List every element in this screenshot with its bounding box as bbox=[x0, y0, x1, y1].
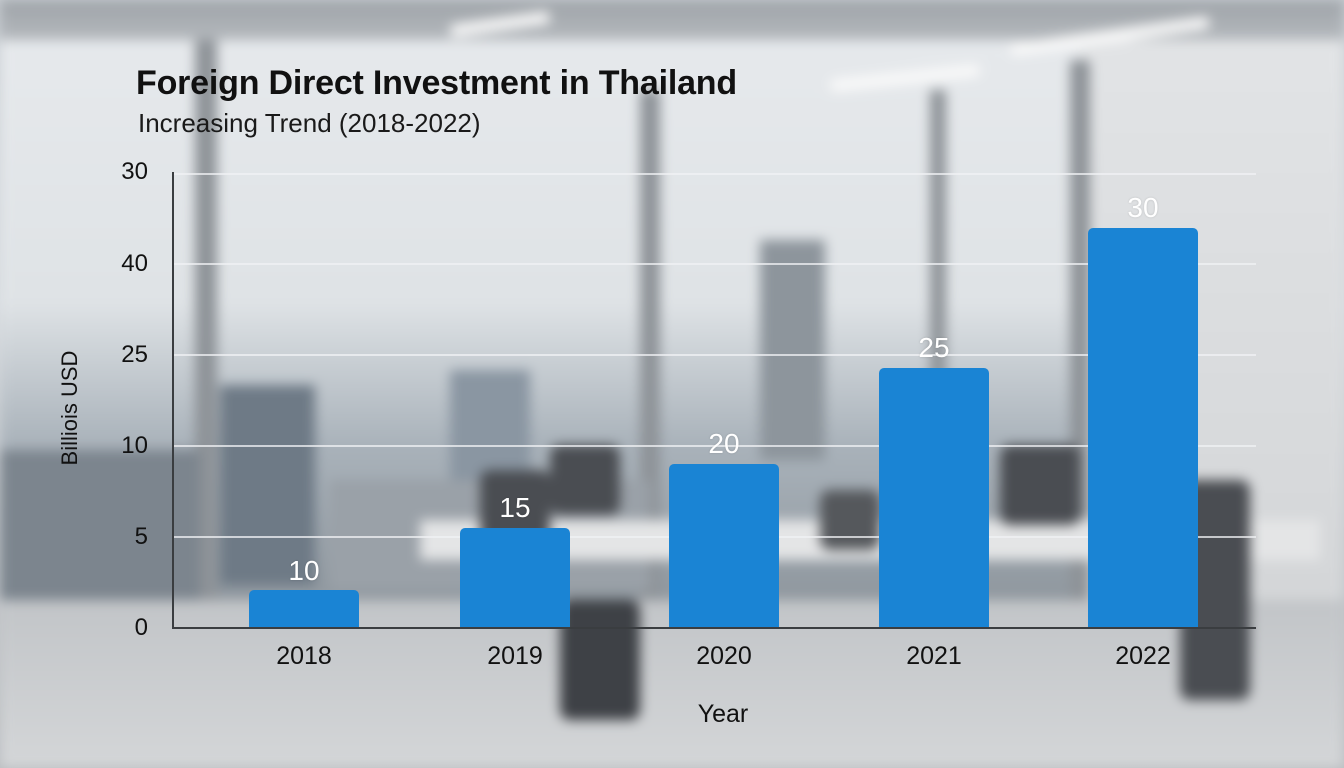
y-tick-label: 40 bbox=[121, 250, 148, 277]
bar-value-label: 15 bbox=[499, 492, 531, 523]
y-tick-label: 0 bbox=[134, 614, 148, 641]
gridline bbox=[172, 354, 1256, 356]
x-tick-label: 2019 bbox=[487, 642, 543, 670]
bar-2019 bbox=[460, 528, 570, 628]
bar-value-label: 10 bbox=[288, 555, 320, 586]
bar-2021 bbox=[879, 368, 989, 628]
x-tick-label: 2018 bbox=[276, 642, 332, 670]
x-tick-label: 2020 bbox=[696, 642, 752, 670]
bar-2020 bbox=[669, 464, 779, 628]
bar-2022 bbox=[1088, 228, 1198, 628]
y-tick-label: 30 bbox=[121, 158, 148, 185]
bar-value-label: 25 bbox=[918, 332, 950, 363]
x-axis-label: Year bbox=[697, 700, 749, 728]
y-tick-label: 10 bbox=[121, 432, 148, 459]
gridline bbox=[172, 445, 1256, 447]
x-axis-line bbox=[172, 627, 1256, 629]
y-axis-label: Billiois USD bbox=[57, 350, 82, 466]
chart-subtitle: Increasing Trend (2018-2022) bbox=[138, 108, 481, 138]
x-tick-label: 2021 bbox=[906, 642, 962, 670]
chart-title: Foreign Direct Investment in Thailand bbox=[136, 64, 737, 102]
gridline bbox=[172, 173, 1256, 175]
x-tick-label: 2022 bbox=[1115, 642, 1171, 670]
bar-2018 bbox=[249, 590, 359, 628]
bar-value-label: 30 bbox=[1127, 192, 1159, 223]
gridline bbox=[172, 263, 1256, 265]
y-axis-line bbox=[172, 172, 174, 629]
y-tick-label: 25 bbox=[121, 341, 148, 368]
bar-value-label: 20 bbox=[708, 428, 740, 459]
y-tick-label: 5 bbox=[134, 523, 148, 550]
